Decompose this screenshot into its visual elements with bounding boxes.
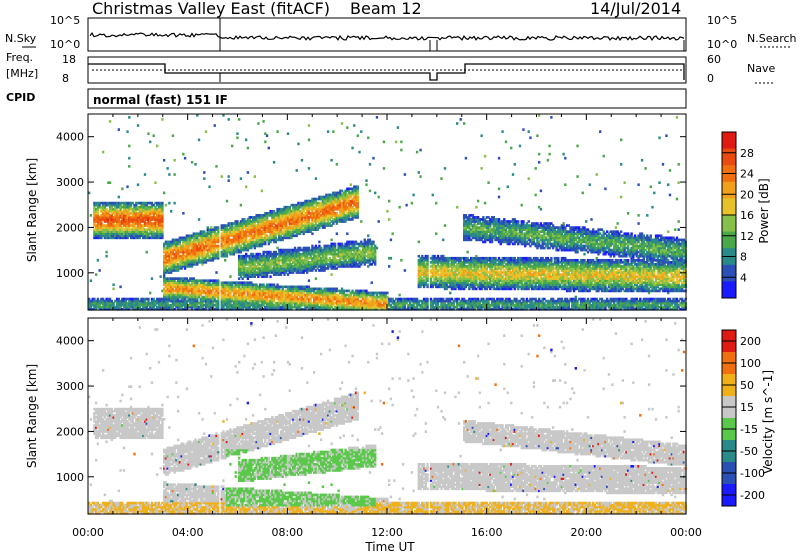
nsky-trace <box>89 18 685 51</box>
power-cbar-cell-8 <box>722 264 736 282</box>
freq-trace <box>88 63 685 82</box>
nave-label: Nave <box>747 62 775 75</box>
power-cbar-tick-3: 16 <box>740 209 754 222</box>
power-ytick-3: 4000 <box>56 131 84 144</box>
nsearch-tick-top: 10^5 <box>707 14 737 27</box>
velocity-cbar-tick-6: -100 <box>740 467 765 480</box>
x-axis-label: Time UT <box>364 540 415 554</box>
power-colorbar-label: Power [dB] <box>757 178 771 243</box>
x-tick-label-1: 04:00 <box>172 526 204 539</box>
nave-tick-bottom: 0 <box>707 72 714 85</box>
power-cbar-cell-3 <box>722 181 736 199</box>
nsky-tick-top: 10^5 <box>50 14 80 27</box>
power-ylabel: Slant Range [km] <box>25 158 39 262</box>
power-ytick-1: 2000 <box>56 221 84 234</box>
velocity-cbar-tick-4: -15 <box>740 423 758 436</box>
freq-tick-top: 18 <box>62 53 76 66</box>
beam-label: Beam 12 <box>350 0 422 18</box>
x-tick-label-2: 08:00 <box>271 526 303 539</box>
freq-tick-bottom: 8 <box>62 72 69 85</box>
date-label: 14/Jul/2014 <box>590 0 681 18</box>
power-colorbar: 4 8 12 16 20 24 28 <box>721 131 754 299</box>
velocity-ytick-2: 3000 <box>56 380 84 393</box>
velocity-ylabel: Slant Range [km] <box>25 364 39 468</box>
cpid-panel-frame <box>87 88 687 109</box>
nsky-tick-bottom: 10^0 <box>50 38 80 51</box>
velocity-cbar-tick-3: 15 <box>740 401 754 414</box>
velocity-ytick-0: 1000 <box>56 471 84 484</box>
power-cbar-cell-0 <box>722 132 736 149</box>
power-cbar-tick-6: 28 <box>740 147 754 160</box>
cpid-text: normal (fast) 151 IF <box>93 93 228 107</box>
power-cbar-tick-2: 12 <box>740 230 754 243</box>
power-cbar-cell-5 <box>722 215 736 232</box>
x-tick-label-4: 16:00 <box>471 526 503 539</box>
x-tick-label-5: 20:00 <box>570 526 602 539</box>
velocity-colorbar-label: Velocity [m s^-1] <box>761 370 775 474</box>
velocity-cbar-tick-2: 50 <box>740 379 754 392</box>
nsearch-label: N.Search <box>747 32 797 45</box>
freq-unit-label: [MHz] <box>6 67 38 80</box>
power-cbar-tick-5: 24 <box>740 168 754 181</box>
power-cbar-tick-0: 4 <box>740 271 747 284</box>
nave-tick-top: 60 <box>707 53 721 66</box>
velocity-cbar-tick-5: -50 <box>740 445 758 458</box>
velocity-cbar-tick-0: 200 <box>740 335 761 348</box>
power-cbar-cell-6 <box>722 231 736 249</box>
nsearch-tick-bottom: 10^0 <box>707 38 737 51</box>
x-tick-label-3: 12:00 <box>371 526 403 539</box>
power-cbar-cell-1 <box>722 148 736 166</box>
nsky-label: N.Sky <box>5 32 37 45</box>
velocity-cbar-tick-1: 100 <box>740 357 761 370</box>
x-tick-label-6: 00:00 <box>670 526 702 539</box>
power-heatmap <box>88 114 687 311</box>
freq-label: Freq. <box>6 51 33 64</box>
power-ytick-0: 1000 <box>56 267 84 280</box>
station-title: Christmas Valley East (fitACF) <box>92 0 330 18</box>
x-tick-label-0: 00:00 <box>72 526 104 539</box>
velocity-cbar-tick-7: -200 <box>740 489 765 502</box>
velocity-colorbar: 200 100 50 15 -15 -50 -100 -200 <box>721 329 765 507</box>
power-cbar-tick-1: 8 <box>740 251 747 264</box>
velocity-heatmap <box>88 318 687 515</box>
nsky-panel-frame <box>87 17 687 52</box>
power-cbar-cell-4 <box>722 198 736 216</box>
power-ytick-2: 3000 <box>56 176 84 189</box>
cpid-label: CPID <box>6 91 35 104</box>
velocity-ytick-1: 2000 <box>56 425 84 438</box>
freq-panel-frame <box>87 56 687 84</box>
power-cbar-tick-4: 20 <box>740 188 754 201</box>
power-cbar-cell-9 <box>722 281 736 299</box>
velocity-ytick-3: 4000 <box>56 335 84 348</box>
